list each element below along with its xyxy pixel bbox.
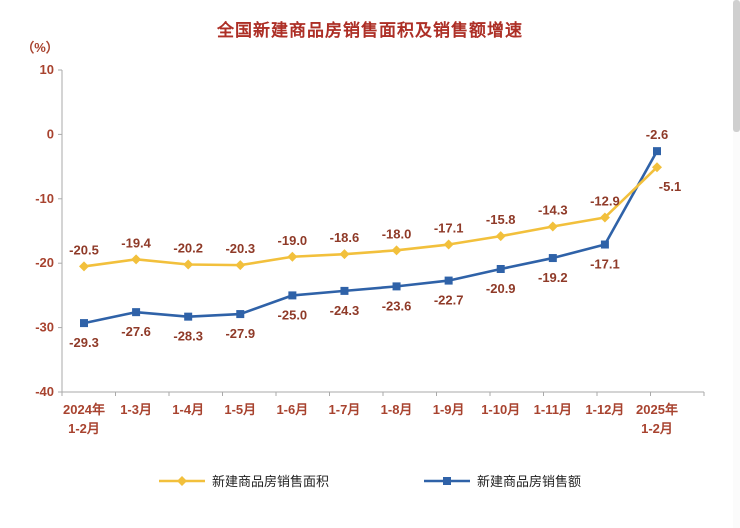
- svg-text:1-4月: 1-4月: [172, 402, 204, 417]
- svg-text:-10: -10: [35, 191, 54, 206]
- svg-text:-19.4: -19.4: [121, 235, 151, 250]
- svg-text:-24.3: -24.3: [330, 303, 360, 318]
- legend-label-sales-amount: 新建商品房销售额: [477, 474, 582, 489]
- page-title: 全国新建商品房销售面积及销售额增速: [217, 21, 523, 40]
- svg-text:1-9月: 1-9月: [433, 402, 465, 417]
- legend-label-sales-area: 新建商品房销售面积: [211, 474, 329, 489]
- svg-text:-23.6: -23.6: [382, 298, 412, 313]
- legend-marker-sales-area: [158, 475, 205, 486]
- svg-text:10: 10: [40, 62, 54, 77]
- svg-text:1-7月: 1-7月: [329, 402, 361, 417]
- chart-legend: 新建商品房销售面积 新建商品房销售额: [0, 471, 740, 490]
- svg-text:-20.2: -20.2: [173, 240, 203, 255]
- svg-text:-18.6: -18.6: [330, 230, 360, 245]
- svg-text:-17.1: -17.1: [434, 221, 464, 236]
- svg-text:-14.3: -14.3: [538, 202, 568, 217]
- svg-text:（%）: （%）: [21, 40, 59, 55]
- svg-text:1-5月: 1-5月: [224, 402, 256, 417]
- svg-text:-40: -40: [35, 384, 54, 399]
- svg-text:-27.6: -27.6: [121, 324, 151, 339]
- svg-text:1-8月: 1-8月: [381, 402, 413, 417]
- svg-text:-18.0: -18.0: [382, 226, 412, 241]
- svg-text:1-3月: 1-3月: [120, 402, 152, 417]
- svg-text:1-11月: 1-11月: [534, 402, 572, 417]
- svg-text:-30: -30: [35, 320, 54, 335]
- scrollbar-track[interactable]: [733, 0, 740, 528]
- legend-item-sales-area: 新建商品房销售面积: [158, 471, 329, 490]
- svg-text:1-10月: 1-10月: [481, 402, 520, 417]
- svg-text:-19.0: -19.0: [278, 233, 308, 248]
- svg-text:-20.5: -20.5: [69, 242, 99, 257]
- svg-text:-22.7: -22.7: [434, 293, 464, 308]
- axes: 10 0 -10 -20 -30 -40 （%） 2024年 1-2月 1-3月 1-4月 1-5月 1…: [21, 40, 705, 436]
- svg-text:-20.3: -20.3: [225, 241, 255, 256]
- svg-text:-28.3: -28.3: [173, 329, 203, 344]
- svg-text:-2.6: -2.6: [646, 127, 668, 142]
- svg-text:2024年: 2024年: [63, 402, 105, 417]
- svg-text:-12.9: -12.9: [590, 193, 620, 208]
- svg-text:0: 0: [47, 126, 54, 141]
- svg-text:1-2月: 1-2月: [641, 421, 673, 436]
- svg-text:-17.1: -17.1: [590, 257, 620, 272]
- svg-text:-20: -20: [35, 255, 54, 270]
- svg-text:-5.1: -5.1: [659, 179, 681, 194]
- svg-text:-29.3: -29.3: [69, 335, 99, 350]
- data-labels: -20.5 -19.4 -20.2 -20.3 -19.0 -18.6 -18.0 -17.1…: [69, 127, 681, 350]
- legend-marker-sales-amount: [424, 476, 470, 485]
- svg-text:1-12月: 1-12月: [585, 402, 624, 417]
- svg-text:-15.8: -15.8: [486, 212, 516, 227]
- svg-text:1-2月: 1-2月: [68, 421, 100, 436]
- svg-text:-20.9: -20.9: [486, 281, 516, 296]
- series-lines: [83, 150, 659, 325]
- line-chart-plot-area: 10 0 -10 -20 -30 -40 （%） 2024年 1-2月 1-3月 1-4月 1-5月 1…: [21, 40, 705, 436]
- svg-text:2025年: 2025年: [636, 402, 678, 417]
- legend-item-sales-amount: 新建商品房销售额: [424, 471, 581, 490]
- svg-text:-19.2: -19.2: [538, 270, 568, 285]
- svg-text:-25.0: -25.0: [278, 307, 308, 322]
- svg-text:-27.9: -27.9: [225, 326, 255, 341]
- svg-text:1-6月: 1-6月: [276, 402, 308, 417]
- scrollbar-thumb[interactable]: [733, 0, 740, 132]
- series-markers: [79, 147, 662, 328]
